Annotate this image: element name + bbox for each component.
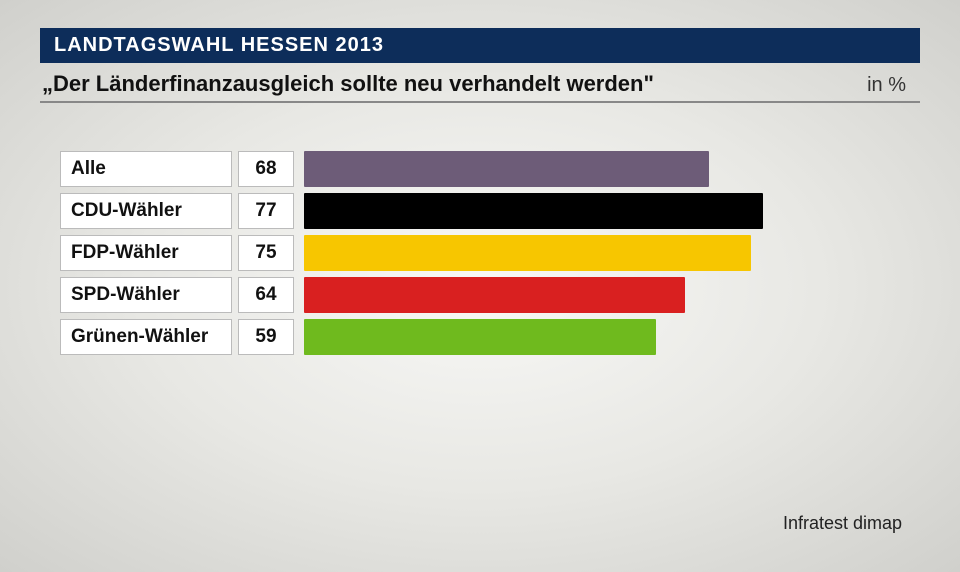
source-attribution: Infratest dimap (783, 513, 902, 534)
bar-area (304, 151, 900, 187)
subtitle-row: „Der Länderfinanzausgleich sollte neu ve… (40, 63, 920, 103)
bar-area (304, 277, 900, 313)
bar-area (304, 319, 900, 355)
row-label: Grünen-Wähler (60, 319, 232, 355)
bar-area (304, 235, 900, 271)
bar (304, 151, 709, 187)
bar-area (304, 193, 900, 229)
bar (304, 235, 751, 271)
chart-row: SPD-Wähler 64 (60, 277, 900, 313)
bar-chart: Alle 68 CDU-Wähler 77 FDP-Wähler 75 SPD-… (60, 151, 900, 355)
header: LANDTAGSWAHL HESSEN 2013 „Der Länderfina… (40, 28, 920, 103)
row-value: 59 (238, 319, 294, 355)
unit-label: in % (867, 74, 906, 97)
bar (304, 277, 685, 313)
row-value: 75 (238, 235, 294, 271)
row-label: FDP-Wähler (60, 235, 232, 271)
row-value: 64 (238, 277, 294, 313)
title-bar: LANDTAGSWAHL HESSEN 2013 (40, 28, 920, 63)
row-value: 68 (238, 151, 294, 187)
bar (304, 319, 656, 355)
subtitle: „Der Länderfinanzausgleich sollte neu ve… (42, 71, 654, 97)
bar (304, 193, 763, 229)
row-value: 77 (238, 193, 294, 229)
row-label: SPD-Wähler (60, 277, 232, 313)
row-label: Alle (60, 151, 232, 187)
chart-row: CDU-Wähler 77 (60, 193, 900, 229)
row-label: CDU-Wähler (60, 193, 232, 229)
chart-row: Grünen-Wähler 59 (60, 319, 900, 355)
chart-row: FDP-Wähler 75 (60, 235, 900, 271)
chart-row: Alle 68 (60, 151, 900, 187)
